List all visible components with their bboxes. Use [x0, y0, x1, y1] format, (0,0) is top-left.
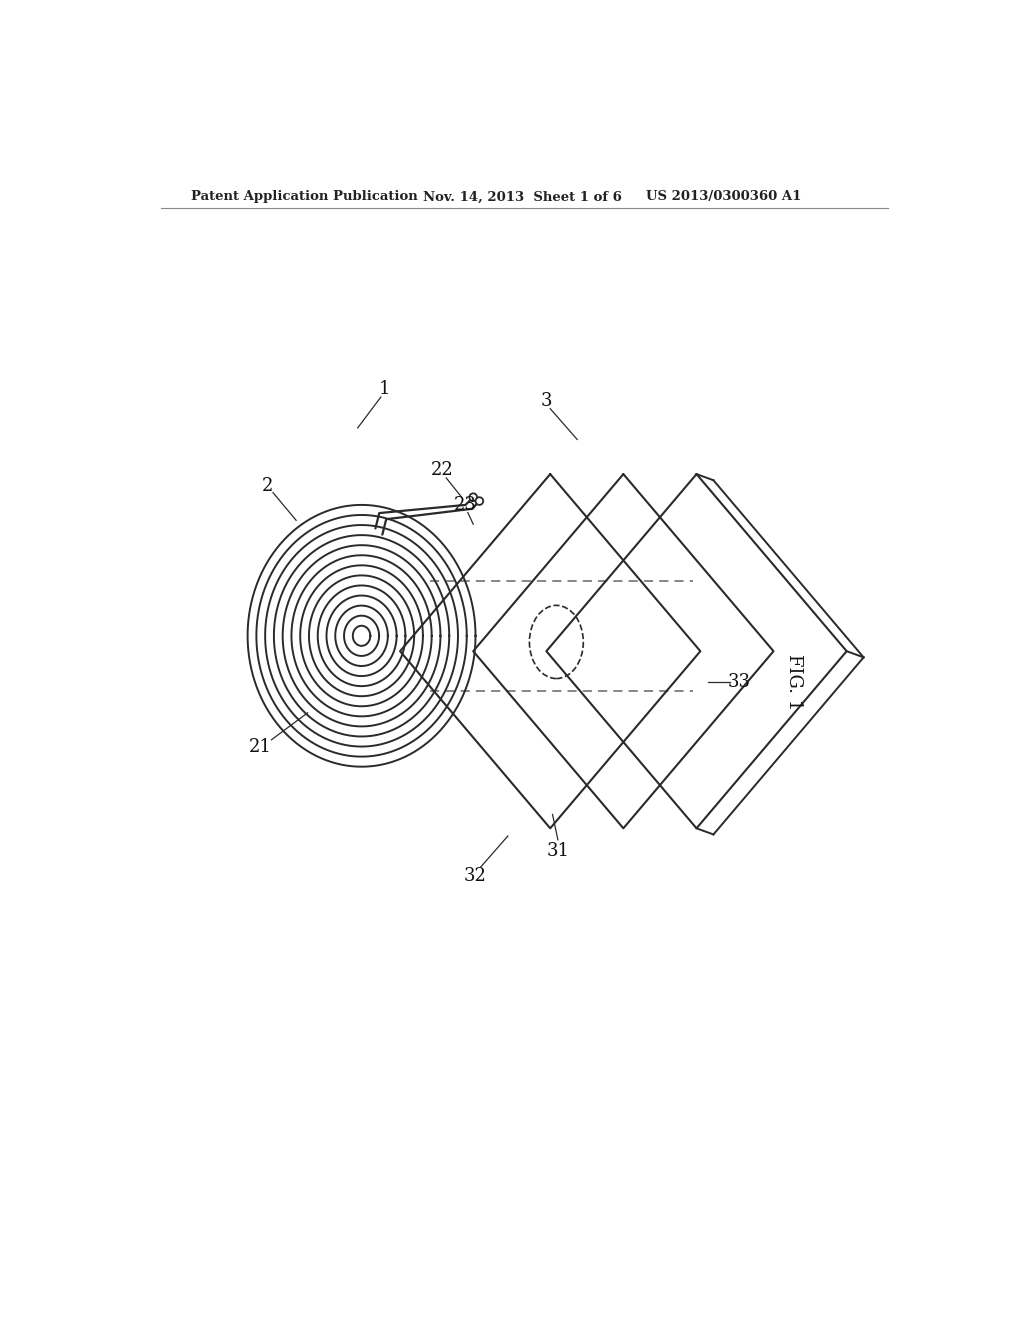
- Text: US 2013/0300360 A1: US 2013/0300360 A1: [646, 190, 802, 203]
- Text: 21: 21: [249, 738, 271, 756]
- Text: Patent Application Publication: Patent Application Publication: [190, 190, 418, 203]
- Circle shape: [475, 498, 483, 506]
- Text: 3: 3: [541, 392, 552, 411]
- Text: 1: 1: [379, 380, 390, 399]
- Text: 31: 31: [547, 842, 569, 861]
- Text: 2: 2: [262, 477, 273, 495]
- Circle shape: [469, 494, 477, 502]
- Text: 23: 23: [454, 496, 477, 513]
- Text: FIG. 1: FIG. 1: [785, 653, 803, 710]
- Text: 33: 33: [727, 673, 751, 690]
- Text: 32: 32: [464, 867, 487, 884]
- Text: 22: 22: [431, 461, 454, 479]
- Text: Nov. 14, 2013  Sheet 1 of 6: Nov. 14, 2013 Sheet 1 of 6: [423, 190, 622, 203]
